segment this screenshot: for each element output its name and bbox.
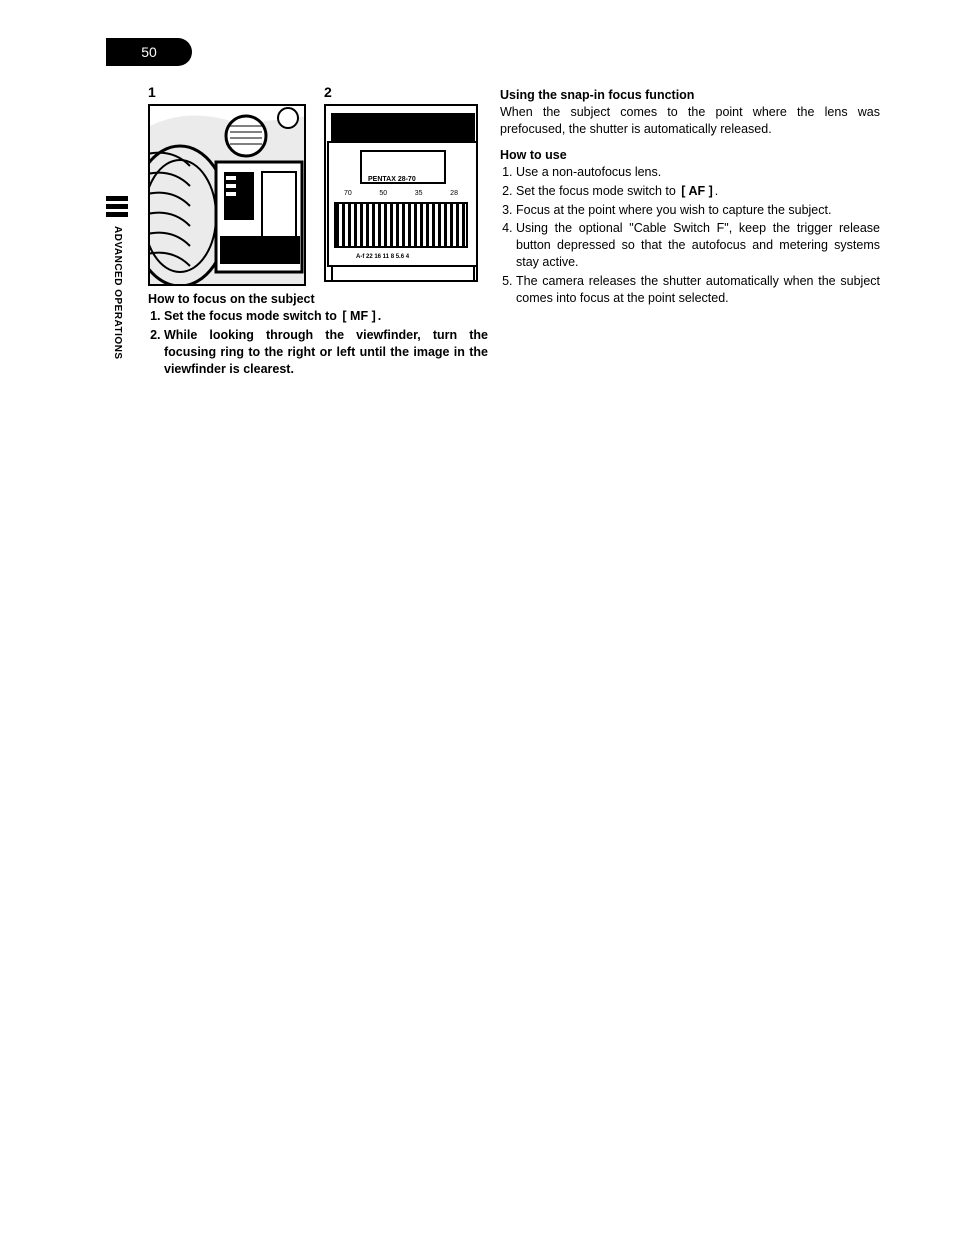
mode-af-label: [ AF ] xyxy=(679,183,714,200)
snapin-intro: When the subject comes to the point wher… xyxy=(500,104,880,138)
howto-heading: How to use xyxy=(500,148,880,162)
snapin-title: Using the snap-in focus function xyxy=(500,88,880,102)
howto-step-2: Set the focus mode switch to [ AF ]. xyxy=(516,183,880,200)
section-side-label: ADVANCED OPERATIONS xyxy=(112,226,123,360)
focus-subject-heading: How to focus on the subject xyxy=(148,292,488,306)
focus-step-1: Set the focus mode switch to [ MF ]. xyxy=(164,308,488,325)
howto-step-4: Using the optional "Cable Switch F", kee… xyxy=(516,220,880,271)
howto-step-5: The camera releases the shutter automati… xyxy=(516,273,880,307)
figure-2-label: 2 xyxy=(324,84,478,100)
figure-2-illustration: PENTAX 28-70 70 50 35 28 A-f 22 16 11 8 … xyxy=(324,104,478,282)
focus-step-2: While looking through the viewfinder, tu… xyxy=(164,327,488,378)
mode-mf-label: [ MF ] xyxy=(340,308,377,325)
figure-1-label: 1 xyxy=(148,84,306,100)
lens-focal-scale: 70 50 35 28 xyxy=(344,190,458,197)
howto-step-1: Use a non-autofocus lens. xyxy=(516,164,880,181)
lens-brand-label: PENTAX 28-70 xyxy=(368,176,416,183)
section-marker-icon xyxy=(106,196,128,217)
page-number-tab: 50 xyxy=(106,38,192,66)
figure-1-illustration xyxy=(148,104,306,286)
lens-aperture-scale: A-f 22 16 11 8 5.6 4 xyxy=(356,254,409,260)
howto-step-3: Focus at the point where you wish to cap… xyxy=(516,202,880,219)
